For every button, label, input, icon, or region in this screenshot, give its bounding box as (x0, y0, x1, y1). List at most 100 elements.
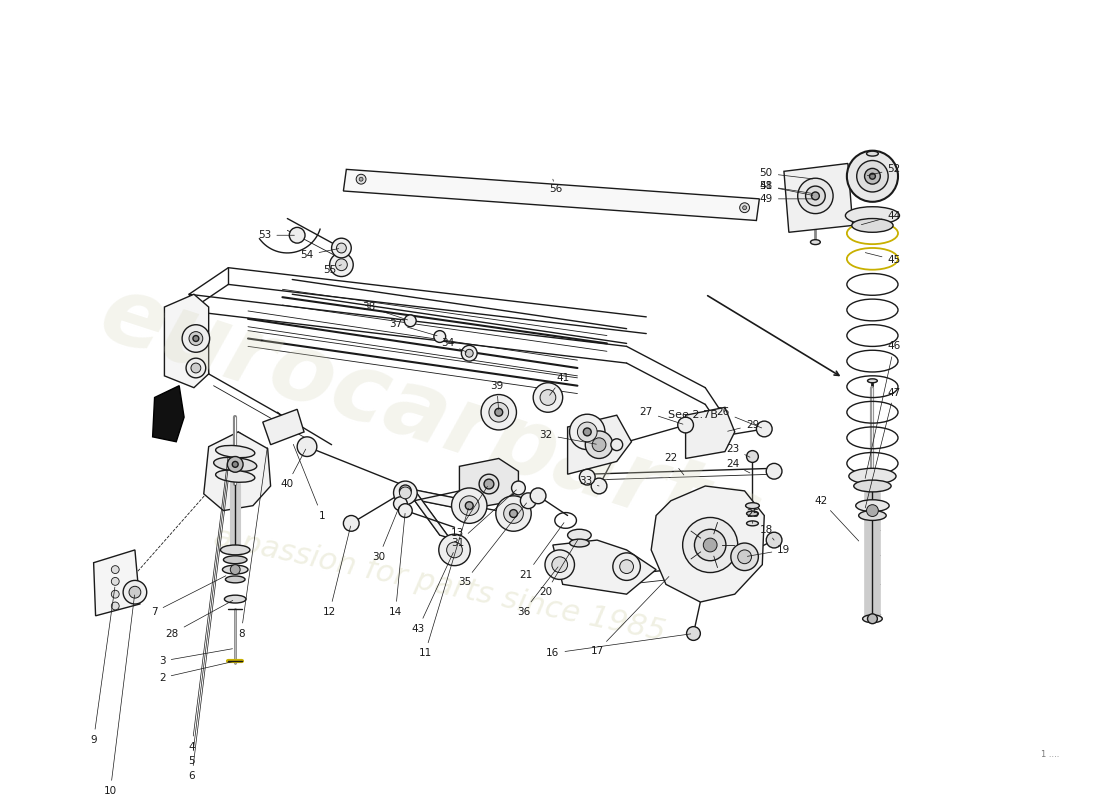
Circle shape (433, 330, 446, 342)
Circle shape (767, 463, 782, 479)
Text: 37: 37 (389, 318, 437, 336)
Text: 12: 12 (323, 526, 351, 617)
Circle shape (111, 590, 119, 598)
Text: 50: 50 (760, 168, 813, 179)
Polygon shape (405, 488, 450, 538)
Polygon shape (204, 432, 271, 510)
Ellipse shape (862, 615, 882, 622)
Circle shape (867, 505, 878, 517)
Circle shape (857, 161, 888, 192)
Text: 4: 4 (188, 458, 228, 751)
Circle shape (359, 178, 363, 181)
Text: 17: 17 (591, 577, 669, 656)
Text: 49: 49 (760, 194, 813, 204)
Circle shape (591, 478, 607, 494)
Circle shape (192, 335, 199, 342)
Text: 41: 41 (550, 373, 570, 395)
Polygon shape (405, 488, 470, 510)
Circle shape (509, 510, 517, 518)
Circle shape (585, 431, 613, 458)
Circle shape (447, 542, 462, 558)
Circle shape (405, 315, 416, 326)
Circle shape (480, 474, 498, 494)
Text: 19: 19 (747, 545, 791, 556)
Polygon shape (164, 294, 209, 388)
Ellipse shape (851, 218, 893, 232)
Text: 14: 14 (389, 514, 405, 617)
Text: 48: 48 (760, 181, 813, 195)
Text: 40: 40 (280, 449, 306, 489)
Circle shape (337, 243, 346, 253)
Ellipse shape (570, 539, 590, 547)
Text: 51: 51 (760, 181, 813, 194)
Text: 18: 18 (760, 526, 774, 540)
Text: 8: 8 (238, 447, 267, 638)
Ellipse shape (220, 545, 250, 555)
Circle shape (111, 602, 119, 610)
Text: 21: 21 (519, 522, 564, 579)
Circle shape (580, 470, 595, 485)
Ellipse shape (849, 468, 896, 484)
Circle shape (610, 439, 623, 450)
Text: 38: 38 (362, 302, 408, 320)
Text: See 2.7B: See 2.7B (668, 410, 718, 420)
Circle shape (336, 259, 348, 270)
Circle shape (495, 408, 503, 416)
Circle shape (619, 560, 634, 574)
Circle shape (798, 178, 833, 214)
Circle shape (484, 479, 494, 489)
Text: 34: 34 (441, 338, 466, 352)
Circle shape (738, 550, 751, 564)
Circle shape (394, 497, 407, 510)
Circle shape (289, 227, 305, 243)
Circle shape (356, 174, 366, 184)
Text: 31: 31 (451, 490, 516, 548)
Text: 3: 3 (160, 649, 232, 666)
Ellipse shape (746, 502, 759, 509)
Circle shape (812, 192, 820, 200)
Circle shape (865, 168, 880, 184)
Circle shape (398, 504, 412, 518)
Text: 52: 52 (867, 164, 901, 176)
Circle shape (613, 553, 640, 581)
Ellipse shape (747, 521, 758, 526)
Circle shape (730, 543, 758, 570)
Text: eurocarparts: eurocarparts (88, 267, 771, 567)
Circle shape (452, 488, 487, 523)
Text: 16: 16 (547, 634, 691, 658)
Text: 29: 29 (727, 420, 759, 431)
Circle shape (191, 363, 201, 373)
Text: 46: 46 (866, 342, 901, 478)
Circle shape (123, 581, 146, 604)
Circle shape (592, 438, 606, 451)
Circle shape (439, 534, 470, 566)
Circle shape (129, 586, 141, 598)
Circle shape (520, 493, 536, 509)
Circle shape (534, 382, 563, 412)
Circle shape (686, 626, 701, 640)
Text: 43: 43 (411, 553, 453, 634)
Text: 32: 32 (539, 430, 596, 444)
Circle shape (394, 481, 417, 505)
Circle shape (343, 515, 359, 531)
Text: 44: 44 (861, 210, 901, 225)
Circle shape (297, 437, 317, 457)
Circle shape (481, 394, 517, 430)
Ellipse shape (868, 379, 878, 382)
Ellipse shape (222, 565, 248, 574)
Circle shape (847, 150, 898, 202)
Circle shape (767, 532, 782, 548)
Circle shape (461, 346, 477, 361)
Circle shape (678, 417, 693, 433)
Polygon shape (651, 486, 764, 602)
Ellipse shape (846, 206, 900, 225)
Circle shape (465, 350, 473, 357)
Circle shape (465, 502, 473, 510)
Circle shape (399, 487, 411, 498)
Text: 26: 26 (716, 407, 761, 428)
Text: 47: 47 (866, 387, 901, 508)
Text: 42: 42 (815, 496, 859, 541)
Text: 45: 45 (866, 253, 901, 265)
Text: 53: 53 (258, 230, 295, 240)
Circle shape (504, 504, 524, 523)
